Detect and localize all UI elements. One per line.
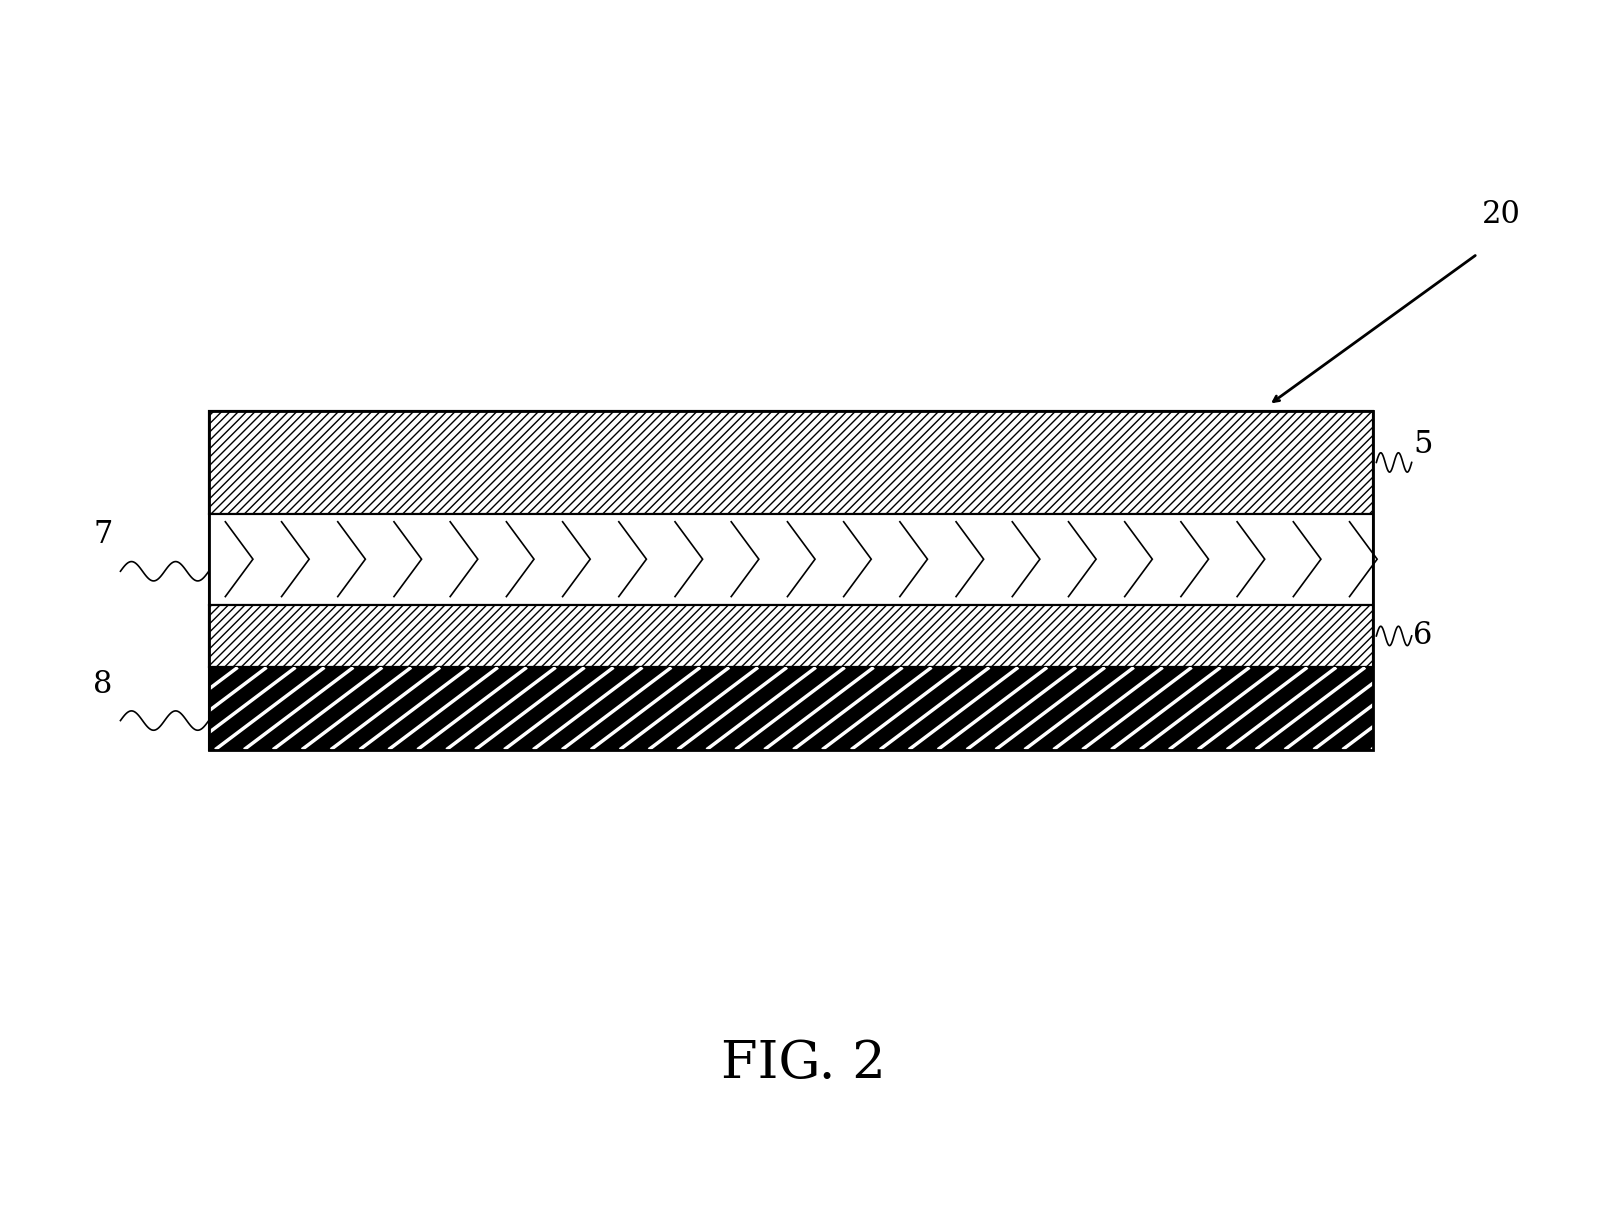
Bar bbox=[209, 604, 1372, 667]
Bar bbox=[209, 604, 1372, 667]
Text: 8: 8 bbox=[93, 669, 112, 700]
Text: FIG. 2: FIG. 2 bbox=[721, 1039, 884, 1089]
Text: 20: 20 bbox=[1481, 198, 1520, 230]
Text: 7: 7 bbox=[93, 520, 112, 550]
Bar bbox=[209, 514, 1372, 604]
Bar bbox=[209, 667, 1372, 750]
Bar bbox=[209, 411, 1372, 750]
Bar bbox=[209, 411, 1372, 514]
Text: 6: 6 bbox=[1412, 620, 1432, 652]
Text: 5: 5 bbox=[1412, 429, 1432, 459]
Bar bbox=[209, 411, 1372, 514]
